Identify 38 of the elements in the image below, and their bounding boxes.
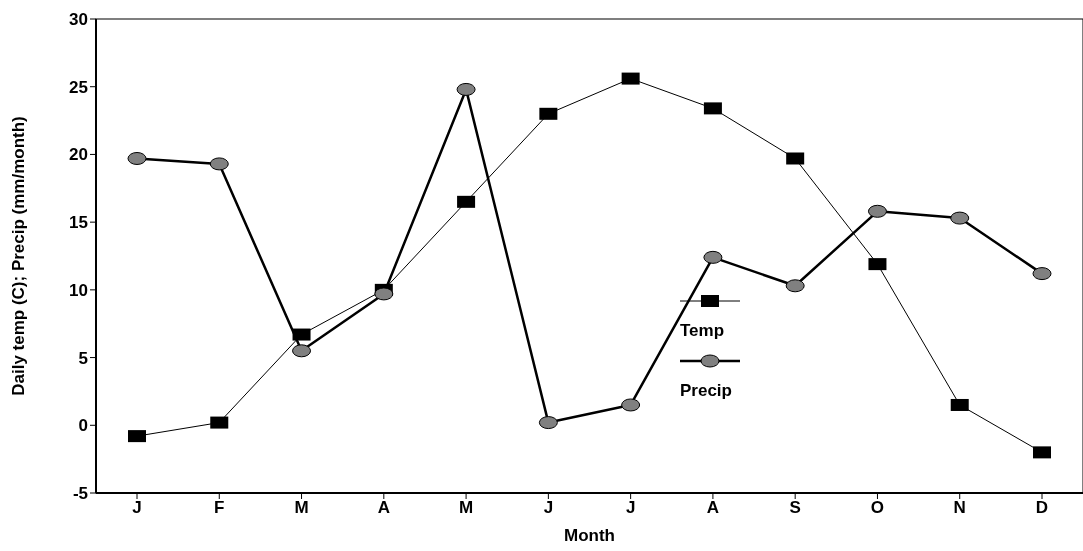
point [950, 211, 970, 225]
point [374, 287, 394, 301]
x-tick-label: F [214, 498, 225, 518]
point [538, 416, 558, 430]
y-tick-label: 15 [69, 213, 88, 233]
point [785, 279, 805, 293]
point [292, 344, 312, 358]
x-tick-label: J [132, 498, 142, 518]
point [128, 430, 146, 443]
x-tick-label: D [1035, 498, 1049, 518]
x-tick-label: A [377, 498, 390, 518]
point [703, 250, 723, 264]
point [209, 157, 229, 171]
point [621, 398, 641, 412]
y-tick-label: 20 [69, 145, 88, 165]
x-tick-label: M [459, 498, 474, 518]
point [1032, 267, 1052, 281]
x-tick-label: A [706, 498, 720, 518]
legend-label: Precip [680, 381, 733, 401]
x-tick-label: J [625, 498, 636, 518]
point [456, 82, 476, 96]
y-tick-label: 5 [78, 348, 88, 368]
y-tick-label: 10 [69, 280, 88, 300]
point [867, 204, 887, 218]
x-tick-label: M [294, 498, 309, 518]
y-tick-label: 25 [69, 77, 88, 97]
x-tick-label: N [953, 498, 966, 518]
x-tick-label: O [870, 498, 885, 518]
y-tick-label: 30 [69, 10, 88, 30]
x-tick-label: J [543, 498, 554, 518]
x-tick-label: S [789, 498, 801, 518]
point [127, 151, 147, 165]
y-tick-label: -5 [72, 484, 88, 504]
point [1033, 446, 1051, 459]
legend-label: Temp [680, 321, 726, 341]
x-axis-title: Month [564, 526, 615, 545]
y-tick-label: 0 [78, 416, 88, 436]
y-axis-title: Daily temp (C); Precip (mm/month) [9, 116, 29, 396]
